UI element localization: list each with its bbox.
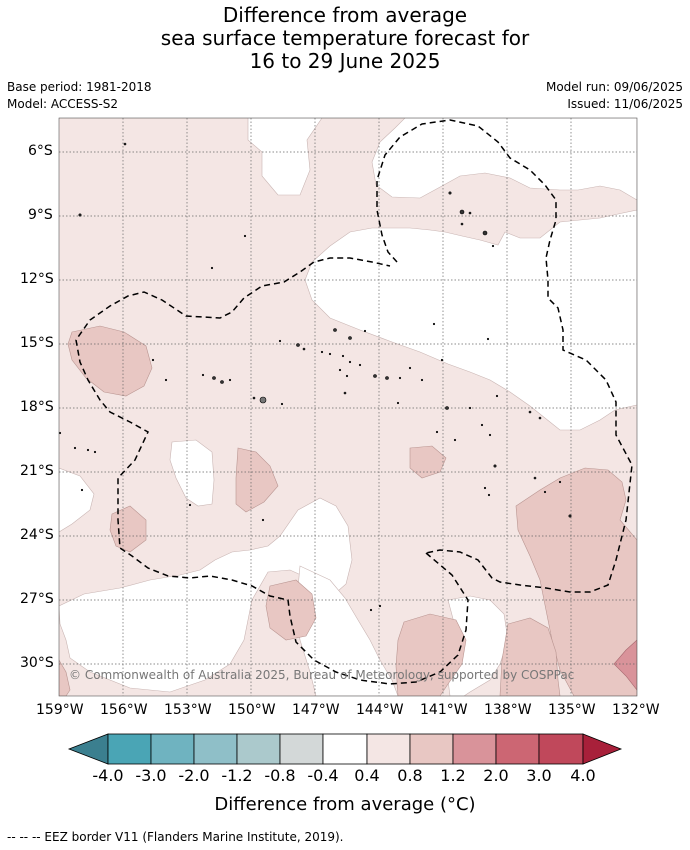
colorbar-label: -2.0 xyxy=(178,766,210,785)
anomaly-fill-0.8-1.2 xyxy=(59,659,71,696)
colorbar-bin xyxy=(150,733,195,765)
colorbar-extend-low xyxy=(67,733,109,765)
colorbar-bin xyxy=(538,733,584,765)
anomaly-fill-0.8-1.2 xyxy=(499,617,561,696)
anomaly-fill-1.2-2.0 xyxy=(613,639,637,691)
neutral-region-west xyxy=(59,467,95,533)
lat-label: 30°S xyxy=(20,655,54,671)
colorbar-label: 0.4 xyxy=(354,766,380,785)
colorbar-label: 0.8 xyxy=(397,766,423,785)
neutral-region xyxy=(59,118,637,431)
lon-label: 156°W xyxy=(100,702,148,718)
colorbar-bin xyxy=(495,733,540,765)
copyright-notice: © Commonwealth of Australia 2025, Bureau… xyxy=(69,668,575,682)
lon-label: 153°W xyxy=(164,702,212,718)
lat-label: 18°S xyxy=(20,399,54,415)
colorbar-bin xyxy=(279,733,324,765)
base-period: Base period: 1981-2018 xyxy=(7,80,152,94)
lon-label: 150°W xyxy=(228,702,276,718)
lon-label: 138°W xyxy=(484,702,532,718)
lon-label: 141°W xyxy=(420,702,468,718)
colorbar-bin xyxy=(366,733,411,765)
title-line-3: 16 to 29 June 2025 xyxy=(249,49,441,73)
model-run: Model run: 09/06/2025 xyxy=(545,80,683,94)
model-name: Model: ACCESS-S2 xyxy=(7,97,119,111)
title-line-1: Difference from average xyxy=(222,3,468,27)
colorbar-bin xyxy=(452,733,497,765)
lat-label: 6°S xyxy=(28,143,53,159)
colorbar-extend-high xyxy=(582,733,623,765)
colorbar-bin xyxy=(236,733,281,765)
neutral-region-mid xyxy=(169,439,215,507)
lon-label: 147°W xyxy=(292,702,340,718)
colorbar-label: -3.0 xyxy=(135,766,167,785)
eez-border xyxy=(75,119,633,685)
anomaly-fill-0.8-1.2 xyxy=(67,325,153,397)
anomaly-fill-0.8-1.2 xyxy=(235,447,279,513)
anomaly-fill-0.8-1.2 xyxy=(409,445,447,479)
anomaly-fill-0.8-1.2 xyxy=(395,613,467,696)
lat-label: 12°S xyxy=(20,271,54,287)
colorbar-bin xyxy=(193,733,238,765)
anomaly-field xyxy=(59,118,637,696)
neutral-region-south xyxy=(59,497,353,693)
title-line-2: sea surface temperature forecast for xyxy=(160,26,530,50)
issued-date: Issued: 11/06/2025 xyxy=(567,97,683,111)
lat-label: 9°S xyxy=(28,207,53,223)
colorbar-label: 4.0 xyxy=(570,766,596,785)
islands xyxy=(58,142,572,612)
colorbar-label: -4.0 xyxy=(92,766,124,785)
colorbar-label: -0.8 xyxy=(264,766,296,785)
eez-legend: -- -- -- EEZ border V11 (Flanders Marine… xyxy=(7,830,344,844)
lon-label: 159°W xyxy=(36,702,84,718)
lat-label: 27°S xyxy=(20,591,54,607)
anomaly-fill-0.8-1.2 xyxy=(515,467,637,696)
neutral-region-southcentral xyxy=(295,565,399,696)
lat-label: 21°S xyxy=(20,463,54,479)
colorbar xyxy=(67,733,623,765)
colorbar-label: -0.4 xyxy=(307,766,339,785)
lat-label: 24°S xyxy=(20,527,54,543)
colorbar-label: -1.2 xyxy=(221,766,253,785)
lon-label: 132°W xyxy=(612,702,660,718)
colorbar-bin xyxy=(107,733,152,765)
colorbar-title: Difference from average (°C) xyxy=(214,794,476,815)
lon-label: 144°W xyxy=(356,702,404,718)
lat-label: 15°S xyxy=(20,335,54,351)
colorbar-bin xyxy=(322,733,368,765)
colorbar-label: 2.0 xyxy=(483,766,509,785)
colorbar-bin xyxy=(409,733,454,765)
colorbar-label: 3.0 xyxy=(526,766,552,785)
map-frame xyxy=(58,117,638,697)
colorbar-label: 1.2 xyxy=(440,766,466,785)
lon-label: 135°W xyxy=(548,702,596,718)
anomaly-fill-0.8-1.2 xyxy=(265,579,317,641)
